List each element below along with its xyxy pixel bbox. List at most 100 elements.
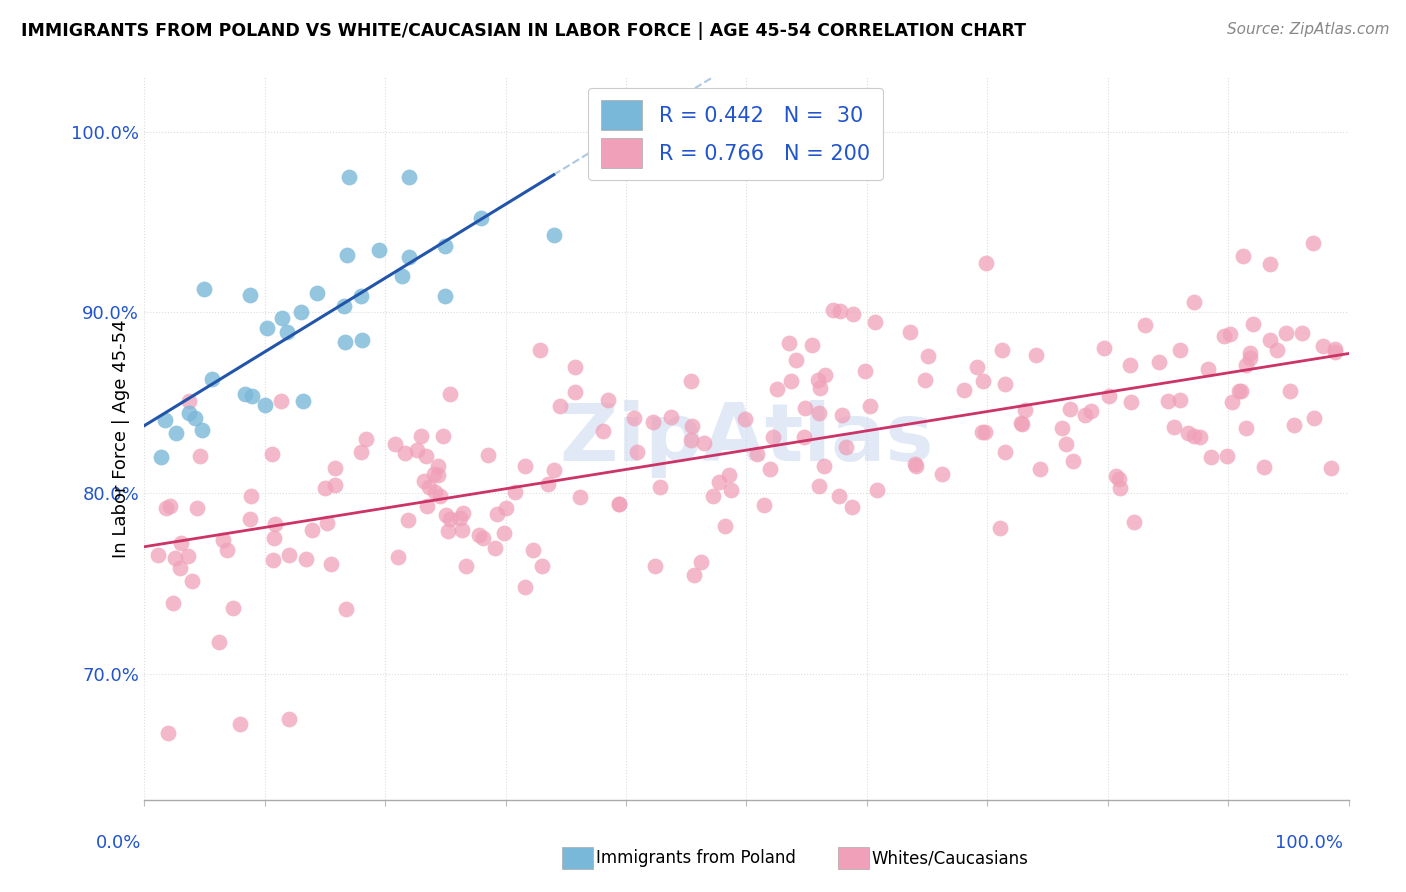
- Point: [564, 385, 586, 400]
- Point: [747, 447, 769, 461]
- Point: [752, 498, 775, 512]
- Point: [1059, 402, 1081, 417]
- Point: [648, 480, 671, 494]
- Text: Whites/Caucasians: Whites/Caucasians: [872, 849, 1029, 867]
- Point: [177, 393, 200, 408]
- Point: [1056, 436, 1078, 450]
- Point: [827, 489, 849, 503]
- Point: [548, 399, 571, 413]
- Point: [1219, 326, 1241, 341]
- Point: [439, 512, 461, 526]
- Point: [256, 320, 278, 334]
- Point: [713, 519, 735, 533]
- Point: [1025, 348, 1047, 362]
- Point: [434, 239, 457, 253]
- Point: [761, 430, 783, 444]
- Point: [709, 475, 731, 489]
- Point: [456, 559, 478, 574]
- Point: [398, 250, 420, 264]
- Text: Immigrants from Poland: Immigrants from Poland: [596, 849, 796, 867]
- Point: [842, 307, 865, 321]
- Point: [821, 303, 844, 318]
- Point: [184, 411, 207, 425]
- Point: [994, 445, 1017, 459]
- Point: [1050, 421, 1073, 435]
- Point: [973, 425, 995, 439]
- Point: [1241, 318, 1264, 332]
- Point: [690, 555, 713, 569]
- Point: [720, 483, 742, 498]
- Point: [1119, 358, 1142, 372]
- Point: [931, 467, 953, 481]
- Point: [1239, 346, 1261, 360]
- Point: [425, 484, 447, 499]
- Point: [914, 373, 936, 387]
- Point: [449, 511, 471, 525]
- Point: [1265, 343, 1288, 357]
- Point: [814, 368, 837, 382]
- Point: [188, 449, 211, 463]
- Point: [830, 303, 852, 318]
- Point: [994, 376, 1017, 391]
- Point: [253, 398, 276, 412]
- Point: [391, 268, 413, 283]
- Point: [159, 499, 181, 513]
- Text: Source: ZipAtlas.com: Source: ZipAtlas.com: [1226, 22, 1389, 37]
- Point: [1182, 429, 1205, 443]
- Point: [681, 419, 703, 434]
- Point: [335, 602, 357, 616]
- Point: [1092, 341, 1115, 355]
- Point: [409, 429, 432, 443]
- Point: [679, 374, 702, 388]
- Point: [1029, 462, 1052, 476]
- Point: [477, 448, 499, 462]
- Point: [177, 549, 200, 564]
- Point: [1253, 460, 1275, 475]
- Point: [271, 311, 294, 326]
- Point: [1324, 343, 1347, 357]
- Point: [451, 523, 474, 537]
- Point: [659, 410, 682, 425]
- Point: [335, 248, 357, 262]
- Text: IMMIGRANTS FROM POLAND VS WHITE/CAUCASIAN IN LABOR FORCE | AGE 45-54 CORRELATION: IMMIGRANTS FROM POLAND VS WHITE/CAUCASIA…: [21, 22, 1026, 40]
- Point: [368, 243, 391, 257]
- Point: [1278, 384, 1301, 398]
- Point: [1230, 384, 1253, 398]
- Point: [451, 506, 474, 520]
- Point: [1302, 411, 1324, 425]
- Y-axis label: In Labor Force | Age 45-54: In Labor Force | Age 45-54: [112, 319, 131, 558]
- Point: [384, 437, 406, 451]
- Point: [779, 335, 801, 350]
- Point: [1258, 333, 1281, 347]
- Point: [349, 445, 371, 459]
- Text: ZipAtlas: ZipAtlas: [560, 400, 934, 478]
- Point: [905, 458, 928, 473]
- Point: [277, 712, 299, 726]
- Point: [170, 536, 193, 550]
- Point: [240, 389, 263, 403]
- Legend: R = 0.442   N =  30, R = 0.766   N = 200: R = 0.442 N = 30, R = 0.766 N = 200: [588, 87, 883, 180]
- Point: [1234, 421, 1257, 435]
- Point: [794, 401, 817, 416]
- Point: [472, 531, 495, 545]
- Point: [427, 458, 450, 473]
- Point: [157, 726, 180, 740]
- Point: [396, 513, 419, 527]
- Point: [972, 374, 994, 388]
- Point: [277, 548, 299, 562]
- Point: [808, 479, 831, 493]
- Point: [325, 478, 347, 492]
- Text: 0.0%: 0.0%: [96, 834, 141, 852]
- Point: [229, 717, 252, 731]
- Point: [793, 429, 815, 443]
- Point: [801, 338, 824, 352]
- Point: [1157, 393, 1180, 408]
- Point: [333, 334, 356, 349]
- Point: [865, 315, 887, 329]
- Point: [433, 289, 456, 303]
- Point: [543, 227, 565, 242]
- Point: [415, 499, 437, 513]
- Point: [434, 508, 457, 523]
- Point: [1197, 362, 1219, 376]
- Point: [193, 282, 215, 296]
